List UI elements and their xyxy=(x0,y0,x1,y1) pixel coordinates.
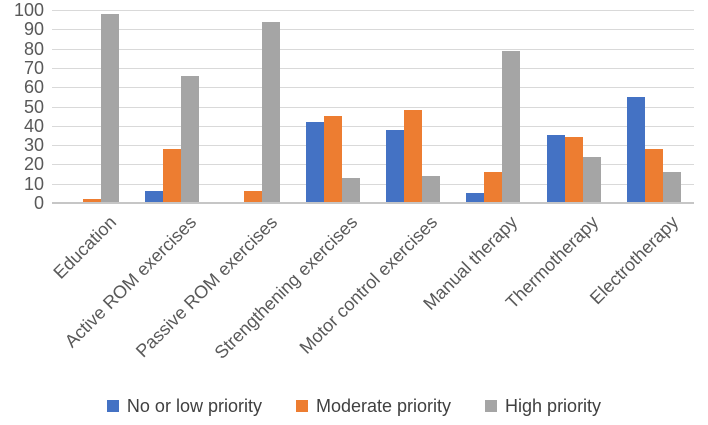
y-axis-tick-label: 90 xyxy=(23,19,44,40)
bar-group xyxy=(534,10,614,203)
bar xyxy=(163,149,182,203)
bar xyxy=(305,122,324,203)
gridline xyxy=(52,48,694,50)
y-axis-tick-label: 100 xyxy=(13,0,44,20)
legend-item: High priority xyxy=(485,395,601,417)
y-axis-tick-label: 10 xyxy=(23,173,44,194)
bar-group xyxy=(453,10,533,203)
gridline xyxy=(52,10,694,11)
y-axis-tick-label: 0 xyxy=(33,193,44,213)
bar xyxy=(582,157,601,203)
y-axis-tick-label: 30 xyxy=(23,135,44,156)
bar xyxy=(83,199,102,203)
y-axis-tick-label: 70 xyxy=(23,57,44,78)
bar xyxy=(386,130,405,203)
legend-swatch-icon xyxy=(106,400,119,412)
x-axis-label: Active ROM exercises xyxy=(61,212,201,352)
gridline xyxy=(52,29,694,31)
bar xyxy=(466,193,485,203)
gridline xyxy=(52,183,694,185)
bar xyxy=(323,116,342,203)
x-axis-label: Strengthening exercises xyxy=(210,212,362,363)
x-axis-line xyxy=(52,202,694,204)
y-axis-tick-label: 20 xyxy=(23,154,44,175)
legend-label: High priority xyxy=(505,396,602,416)
bar xyxy=(145,191,164,203)
legend-swatch-icon xyxy=(485,400,498,412)
bar xyxy=(626,97,645,203)
legend: No or low priority Moderate priority High … xyxy=(0,395,708,417)
bar xyxy=(404,110,423,203)
gridline xyxy=(52,67,694,69)
bar xyxy=(243,191,262,203)
bar xyxy=(261,22,280,203)
legend-swatch-icon xyxy=(295,400,308,412)
x-axis-label: Motor control exercises xyxy=(295,212,442,358)
x-axis-label: Passive ROM exercises xyxy=(131,212,281,362)
legend-label: No or low priority xyxy=(126,396,262,416)
bar xyxy=(101,14,120,203)
x-axis-label: Education xyxy=(49,212,121,283)
gridline xyxy=(52,106,694,108)
bar xyxy=(546,135,565,203)
bar-group xyxy=(614,10,694,203)
bar-groups xyxy=(52,10,694,203)
plot-area xyxy=(52,10,694,204)
bar xyxy=(341,178,360,203)
legend-item: Moderate priority xyxy=(295,395,452,417)
gridline xyxy=(52,145,694,147)
y-axis-tick-label: 80 xyxy=(23,38,44,59)
y-axis-tick-label: 40 xyxy=(23,115,44,136)
legend-label: Moderate priority xyxy=(315,396,452,416)
legend-item: No or low priority xyxy=(106,395,262,417)
bar-group xyxy=(52,10,132,203)
bar xyxy=(564,137,583,203)
y-axis-tick-label: 50 xyxy=(23,96,44,117)
bar-group xyxy=(373,10,453,203)
gridline xyxy=(52,125,694,127)
bar xyxy=(422,176,441,203)
bar xyxy=(502,51,521,203)
y-axis-tick-label: 60 xyxy=(23,77,44,98)
bar xyxy=(662,172,681,203)
bar xyxy=(644,149,663,203)
gridline xyxy=(52,164,694,166)
gridline xyxy=(52,87,694,89)
bar-group xyxy=(213,10,293,203)
bar xyxy=(181,76,200,203)
bar-group xyxy=(132,10,212,203)
bar-group xyxy=(293,10,373,203)
bar xyxy=(484,172,503,203)
